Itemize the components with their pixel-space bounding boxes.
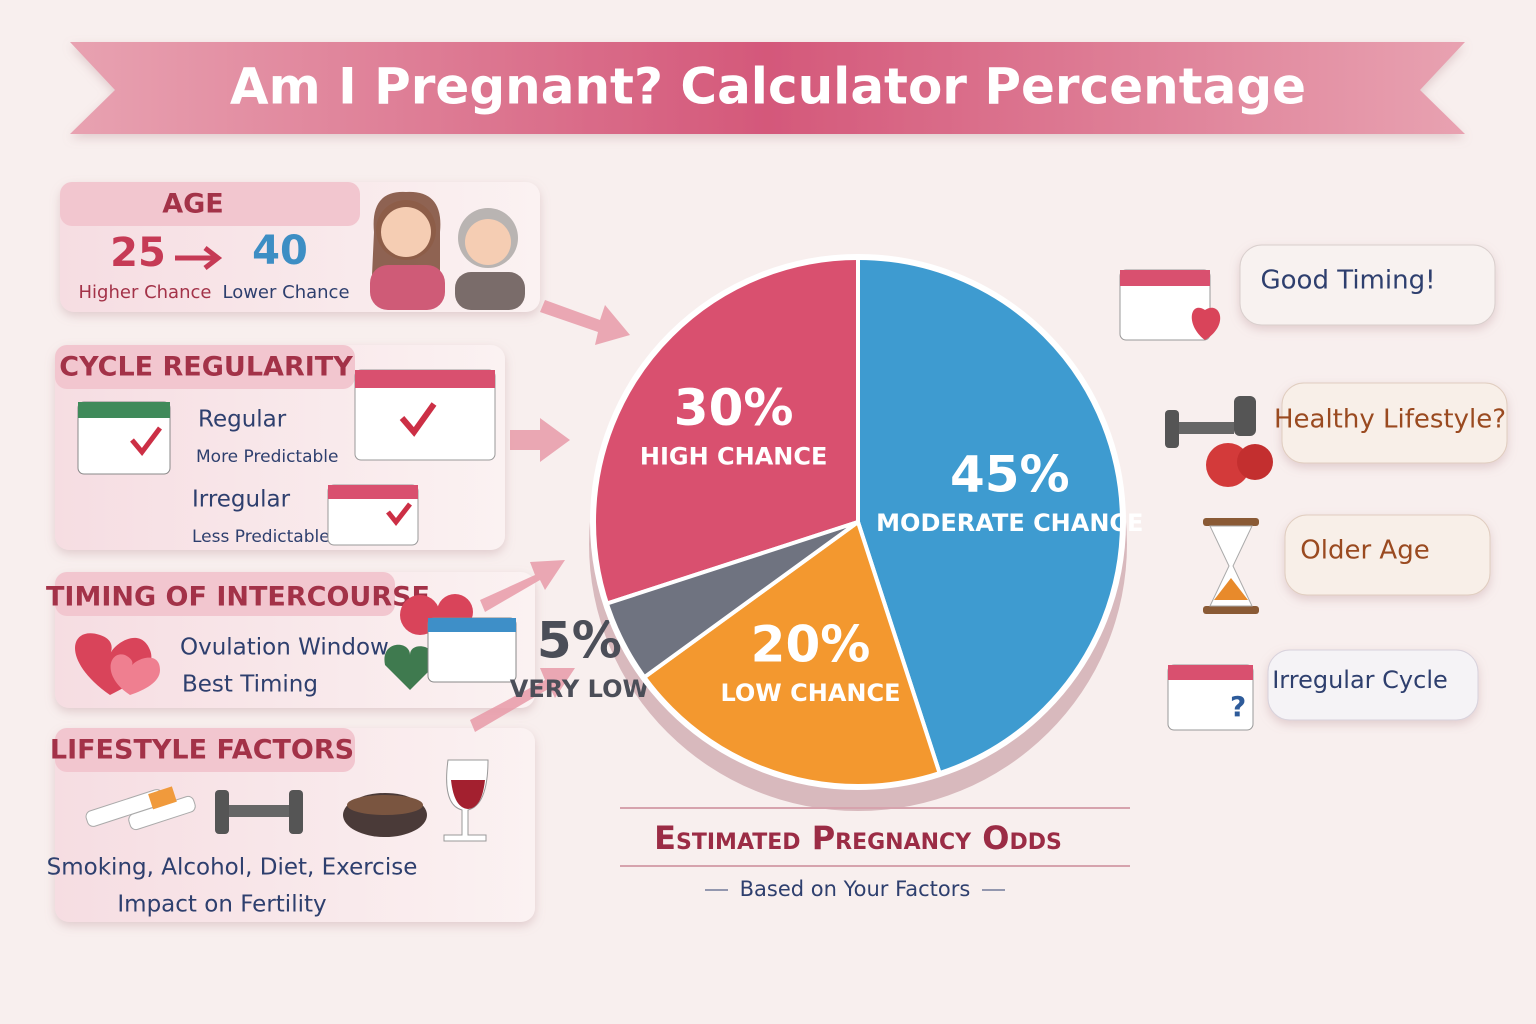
slice-value-label: 20% — [751, 616, 871, 674]
cycle-panel: CYCLE REGULARITY Regular More Predictabl… — [55, 345, 505, 550]
panel-heading: TIMING OF INTERCOURSE — [46, 582, 430, 613]
age-to: 40 — [252, 228, 308, 274]
panel-heading: CYCLE REGULARITY — [59, 352, 353, 383]
timing-line: Best Timing — [182, 672, 318, 698]
slice-value-label: 5% — [537, 611, 622, 669]
slice-category-label: LOW CHANCE — [720, 679, 900, 707]
title-banner: Am I Pregnant? Calculator Percentage — [70, 42, 1465, 134]
callout-text: Irregular Cycle — [1272, 666, 1448, 694]
lifestyle-panel: LIFESTYLE FACTORS Smoking, Alcohol, Diet… — [47, 728, 535, 922]
panel-heading: AGE — [162, 189, 224, 220]
cycle-irregular: Irregular — [192, 487, 291, 513]
lifestyle-line: Impact on Fertility — [117, 892, 326, 918]
cycle-irregular-note: Less Predictable — [192, 527, 330, 547]
slice-category-label: MODERATE CHANCE — [876, 509, 1143, 537]
callouts: Good Timing! Healthy Lifestyle? Older Ag… — [1119, 244, 1508, 731]
pie-rim — [590, 254, 1126, 790]
age-panel: AGE 25 40 Higher Chance Lower Chance — [60, 182, 540, 312]
cycle-regular-note: More Predictable — [196, 447, 339, 467]
lifestyle-line: Smoking, Alcohol, Diet, Exercise — [47, 855, 418, 881]
age-from: 25 — [110, 230, 166, 276]
slice-category-label: HIGH CHANCE — [640, 443, 828, 471]
svg-text:?: ? — [1230, 690, 1246, 723]
arrows — [470, 300, 630, 732]
callout-text: Good Timing! — [1261, 266, 1436, 296]
panel-heading: LIFESTYLE FACTORS — [50, 735, 354, 766]
timing-line: Ovulation Window — [180, 635, 389, 661]
callout-text: Healthy Lifestyle? — [1274, 405, 1506, 435]
timing-panel: TIMING OF INTERCOURSE Ovulation Window B… — [46, 572, 535, 708]
callout-text: Older Age — [1300, 536, 1429, 566]
slice-value-label: 30% — [674, 379, 794, 437]
age-from-label: Higher Chance — [79, 282, 212, 303]
chart-title: Estimated Pregnancy Odds — [654, 819, 1062, 857]
chart-subtitle: Based on Your Factors — [740, 877, 971, 901]
age-to-label: Lower Chance — [222, 282, 349, 303]
slice-category-label: VERY LOW — [510, 675, 649, 703]
page-title: Am I Pregnant? Calculator Percentage — [230, 58, 1306, 116]
pie-chart: 30% HIGH CHANCE 45% MODERATE CHANCE 20% LOW C… — [510, 254, 1143, 811]
cycle-regular: Regular — [198, 407, 287, 433]
slice-value-label: 45% — [950, 445, 1070, 503]
